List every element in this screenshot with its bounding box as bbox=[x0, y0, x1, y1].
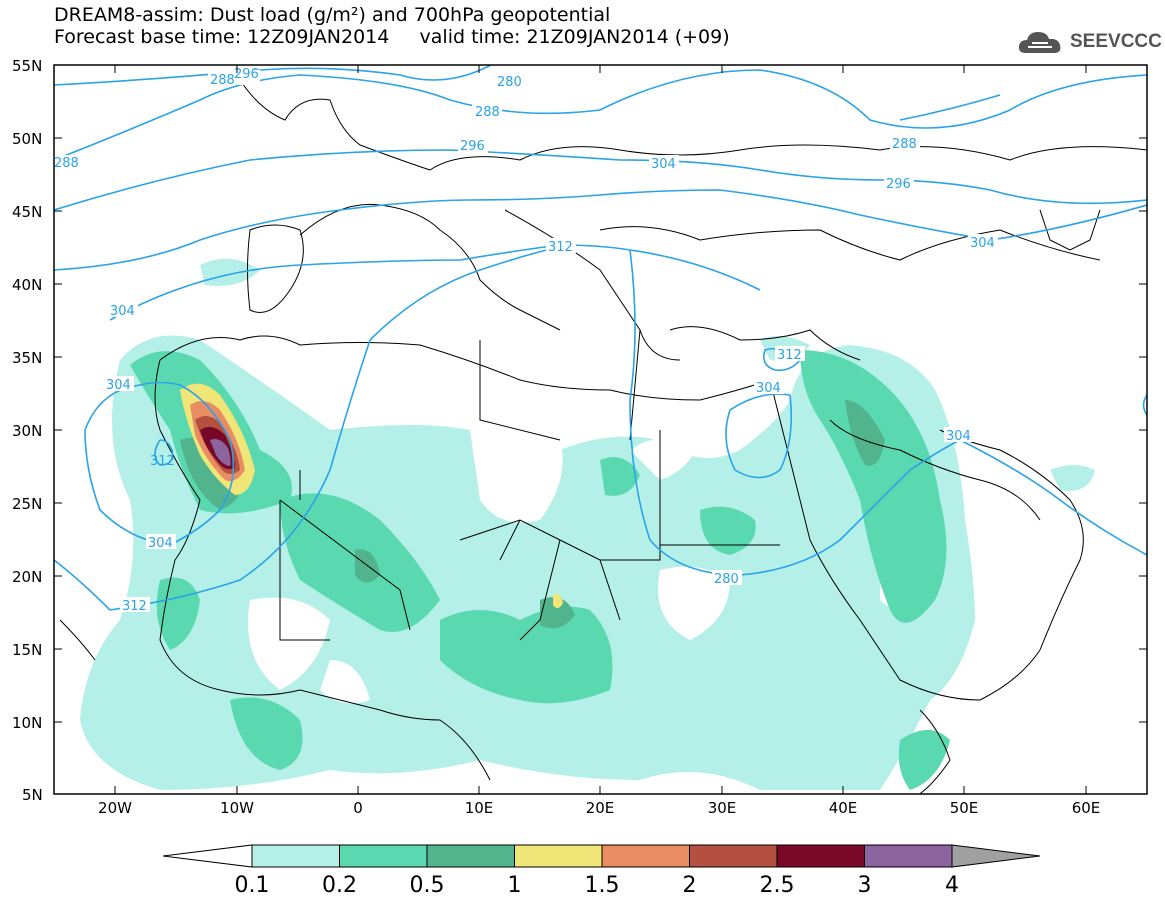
contour-label: 304 bbox=[110, 304, 135, 319]
contour-label: 312 bbox=[548, 240, 573, 255]
colorbar: 0.1 0.2 0.5 1 1.5 2 2.5 3 4 bbox=[162, 844, 1041, 898]
contour-label: 304 bbox=[970, 236, 995, 251]
colorbar-label: 0.2 bbox=[322, 873, 357, 898]
contour-label: 312 bbox=[777, 348, 802, 363]
lon-ticks bbox=[114, 65, 1087, 794]
colorbar-swatch bbox=[601, 844, 690, 868]
coastlines bbox=[59, 79, 1147, 794]
seevccc-logo: SEEVCCC bbox=[1016, 26, 1162, 58]
contour-label: 312 bbox=[150, 454, 175, 469]
lat-label: 45N bbox=[12, 203, 42, 221]
colorbar-labels: 0.1 0.2 0.5 1 1.5 2 2.5 3 4 bbox=[235, 873, 960, 898]
contour-label: 296 bbox=[460, 139, 485, 154]
contour-label: 304 bbox=[756, 381, 781, 396]
lon-label: 10W bbox=[220, 799, 254, 817]
map-subtitle: Forecast base time: 12Z09JAN2014 valid t… bbox=[54, 26, 730, 48]
lon-label: 60E bbox=[1072, 799, 1101, 817]
map-title: DREAM8-assim: Dust load (g/m²) and 700hP… bbox=[54, 4, 611, 26]
contour-label: 296 bbox=[234, 67, 259, 82]
contour-label: 296 bbox=[886, 177, 911, 192]
lon-label: 50E bbox=[950, 799, 979, 817]
colorbar-swatch bbox=[514, 844, 603, 868]
dust-layer bbox=[80, 258, 1095, 790]
colorbar-swatches bbox=[251, 844, 953, 868]
lon-label: 40E bbox=[829, 799, 858, 817]
colorbar-label: 2.5 bbox=[760, 873, 795, 898]
lat-label: 50N bbox=[12, 130, 42, 148]
colorbar-under-arrow bbox=[162, 844, 253, 868]
colorbar-swatch bbox=[864, 844, 953, 868]
lat-label: 35N bbox=[12, 349, 42, 367]
colorbar-swatch bbox=[339, 844, 428, 868]
colorbar-label: 1 bbox=[508, 873, 522, 898]
colorbar-swatch bbox=[426, 844, 515, 868]
contour-label: 288 bbox=[475, 105, 500, 120]
lat-label: 15N bbox=[12, 641, 42, 659]
lat-label: 20N bbox=[12, 568, 42, 586]
contour-labels: 280 288 296 288 288 296 304 288 296 304 … bbox=[54, 67, 998, 614]
lat-label: 5N bbox=[22, 786, 43, 804]
colorbar-label: 3 bbox=[858, 873, 872, 898]
colorbar-label: 1.5 bbox=[585, 873, 620, 898]
colorbar-swatch bbox=[776, 844, 865, 868]
contour-label: 304 bbox=[106, 378, 131, 393]
contour-label: 288 bbox=[210, 73, 235, 88]
colorbar-label: 4 bbox=[945, 873, 959, 898]
lat-labels: 55N 50N 45N 40N 35N 30N 25N 20N 15N 10N … bbox=[12, 57, 43, 804]
colorbar-label: 0.5 bbox=[410, 873, 445, 898]
lon-label: 20E bbox=[586, 799, 615, 817]
colorbar-swatch bbox=[689, 844, 778, 868]
lat-ticks bbox=[54, 64, 1147, 723]
lat-label: 40N bbox=[12, 276, 42, 294]
lat-label: 10N bbox=[12, 714, 42, 732]
lon-labels: 20W 10W 0 10E 20E 30E 40E 50E 60E bbox=[98, 799, 1100, 817]
lon-label: 10E bbox=[465, 799, 494, 817]
contour-label: 280 bbox=[497, 75, 522, 90]
lon-label: 0 bbox=[353, 799, 363, 817]
contour-label: 280 bbox=[714, 572, 739, 587]
contour-label: 304 bbox=[651, 157, 676, 172]
lon-label: 30E bbox=[708, 799, 737, 817]
contour-label: 304 bbox=[946, 429, 971, 444]
colorbar-label: 2 bbox=[683, 873, 697, 898]
contour-label: 312 bbox=[122, 599, 147, 614]
logo-text: SEEVCCC bbox=[1070, 31, 1162, 52]
colorbar-over-arrow bbox=[951, 844, 1041, 868]
cloud-icon bbox=[1018, 32, 1061, 53]
contour-label: 304 bbox=[148, 536, 173, 551]
contour-label: 288 bbox=[54, 156, 79, 171]
colorbar-label: 0.1 bbox=[235, 873, 270, 898]
lat-label: 55N bbox=[12, 57, 42, 75]
contour-label: 288 bbox=[892, 137, 917, 152]
lat-label: 30N bbox=[12, 422, 42, 440]
lat-label: 25N bbox=[12, 495, 42, 513]
lon-label: 20W bbox=[98, 799, 132, 817]
colorbar-swatch bbox=[251, 844, 340, 868]
